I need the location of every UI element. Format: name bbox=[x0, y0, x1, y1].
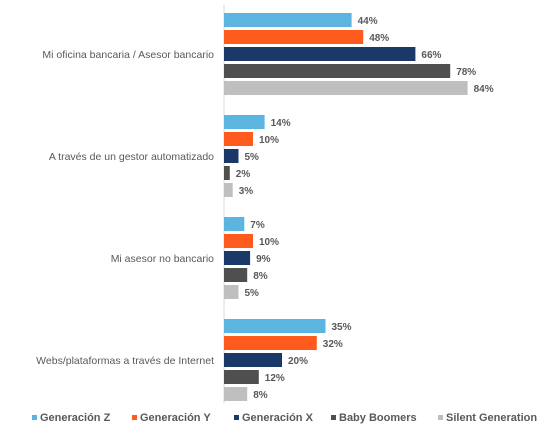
category-label: Mi oficina bancaria / Asesor bancario bbox=[42, 49, 214, 61]
legend-label: Generación Z bbox=[40, 412, 111, 424]
legend-swatch bbox=[132, 415, 137, 420]
bar bbox=[224, 115, 265, 129]
bar bbox=[224, 183, 233, 197]
bar bbox=[224, 149, 239, 163]
legend-swatch bbox=[234, 415, 239, 420]
legend-item: Generación Y bbox=[132, 412, 211, 424]
data-label: 32% bbox=[323, 339, 343, 350]
bar bbox=[224, 234, 253, 248]
value-labels: 44% 48% 66% 78% 84% 14% 10% 5% 2% 3% 7% 10% 9% 8% 5% 35… bbox=[236, 16, 494, 401]
data-label: 20% bbox=[288, 356, 308, 367]
bar bbox=[224, 81, 468, 95]
legend-swatch bbox=[331, 415, 336, 420]
legend-item: Baby Boomers bbox=[331, 412, 417, 424]
bar bbox=[224, 268, 248, 282]
legend-item: Generación Z bbox=[32, 412, 111, 424]
bar bbox=[224, 64, 451, 78]
data-label: 44% bbox=[358, 16, 378, 27]
data-label: 9% bbox=[256, 254, 271, 265]
bar bbox=[224, 370, 259, 384]
category-labels: Mi oficina bancaria / Asesor bancario A t… bbox=[36, 49, 214, 367]
bar bbox=[224, 387, 248, 401]
legend-label: Silent Generation bbox=[446, 412, 537, 424]
category-label: Webs/plataformas a través de Internet bbox=[36, 355, 214, 367]
data-label: 66% bbox=[421, 50, 441, 61]
data-label: 12% bbox=[265, 373, 285, 384]
data-label: 5% bbox=[245, 152, 260, 163]
bar bbox=[224, 30, 364, 44]
data-label: 8% bbox=[253, 271, 268, 282]
legend-label: Generación X bbox=[242, 412, 314, 424]
bar bbox=[224, 132, 253, 146]
bar bbox=[224, 166, 230, 180]
bar bbox=[224, 285, 239, 299]
data-label: 2% bbox=[236, 169, 251, 180]
bar bbox=[224, 47, 416, 61]
category-label: Mi asesor no bancario bbox=[111, 253, 214, 265]
bar bbox=[224, 353, 282, 367]
legend-swatch bbox=[32, 415, 37, 420]
bar bbox=[224, 251, 251, 265]
legend: Generación Z Generación Y Generación X Baby… bbox=[32, 412, 537, 424]
data-label: 84% bbox=[474, 84, 494, 95]
data-label: 78% bbox=[456, 67, 476, 78]
legend-item: Generación X bbox=[234, 412, 314, 424]
legend-label: Baby Boomers bbox=[339, 412, 417, 424]
data-label: 5% bbox=[245, 288, 260, 299]
data-label: 48% bbox=[369, 33, 389, 44]
data-label: 10% bbox=[259, 135, 279, 146]
category-label: A través de un gestor automatizado bbox=[49, 151, 214, 163]
data-label: 3% bbox=[239, 186, 254, 197]
data-label: 10% bbox=[259, 237, 279, 248]
legend-label: Generación Y bbox=[140, 412, 211, 424]
bar bbox=[224, 217, 245, 231]
bars-group bbox=[224, 13, 468, 401]
data-label: 8% bbox=[253, 390, 268, 401]
bar bbox=[224, 336, 317, 350]
bar bbox=[224, 13, 352, 27]
data-label: 7% bbox=[250, 220, 265, 231]
data-label: 14% bbox=[271, 118, 291, 129]
data-label: 35% bbox=[332, 322, 352, 333]
legend-swatch bbox=[438, 415, 443, 420]
bar bbox=[224, 319, 326, 333]
legend-item: Silent Generation bbox=[438, 412, 537, 424]
